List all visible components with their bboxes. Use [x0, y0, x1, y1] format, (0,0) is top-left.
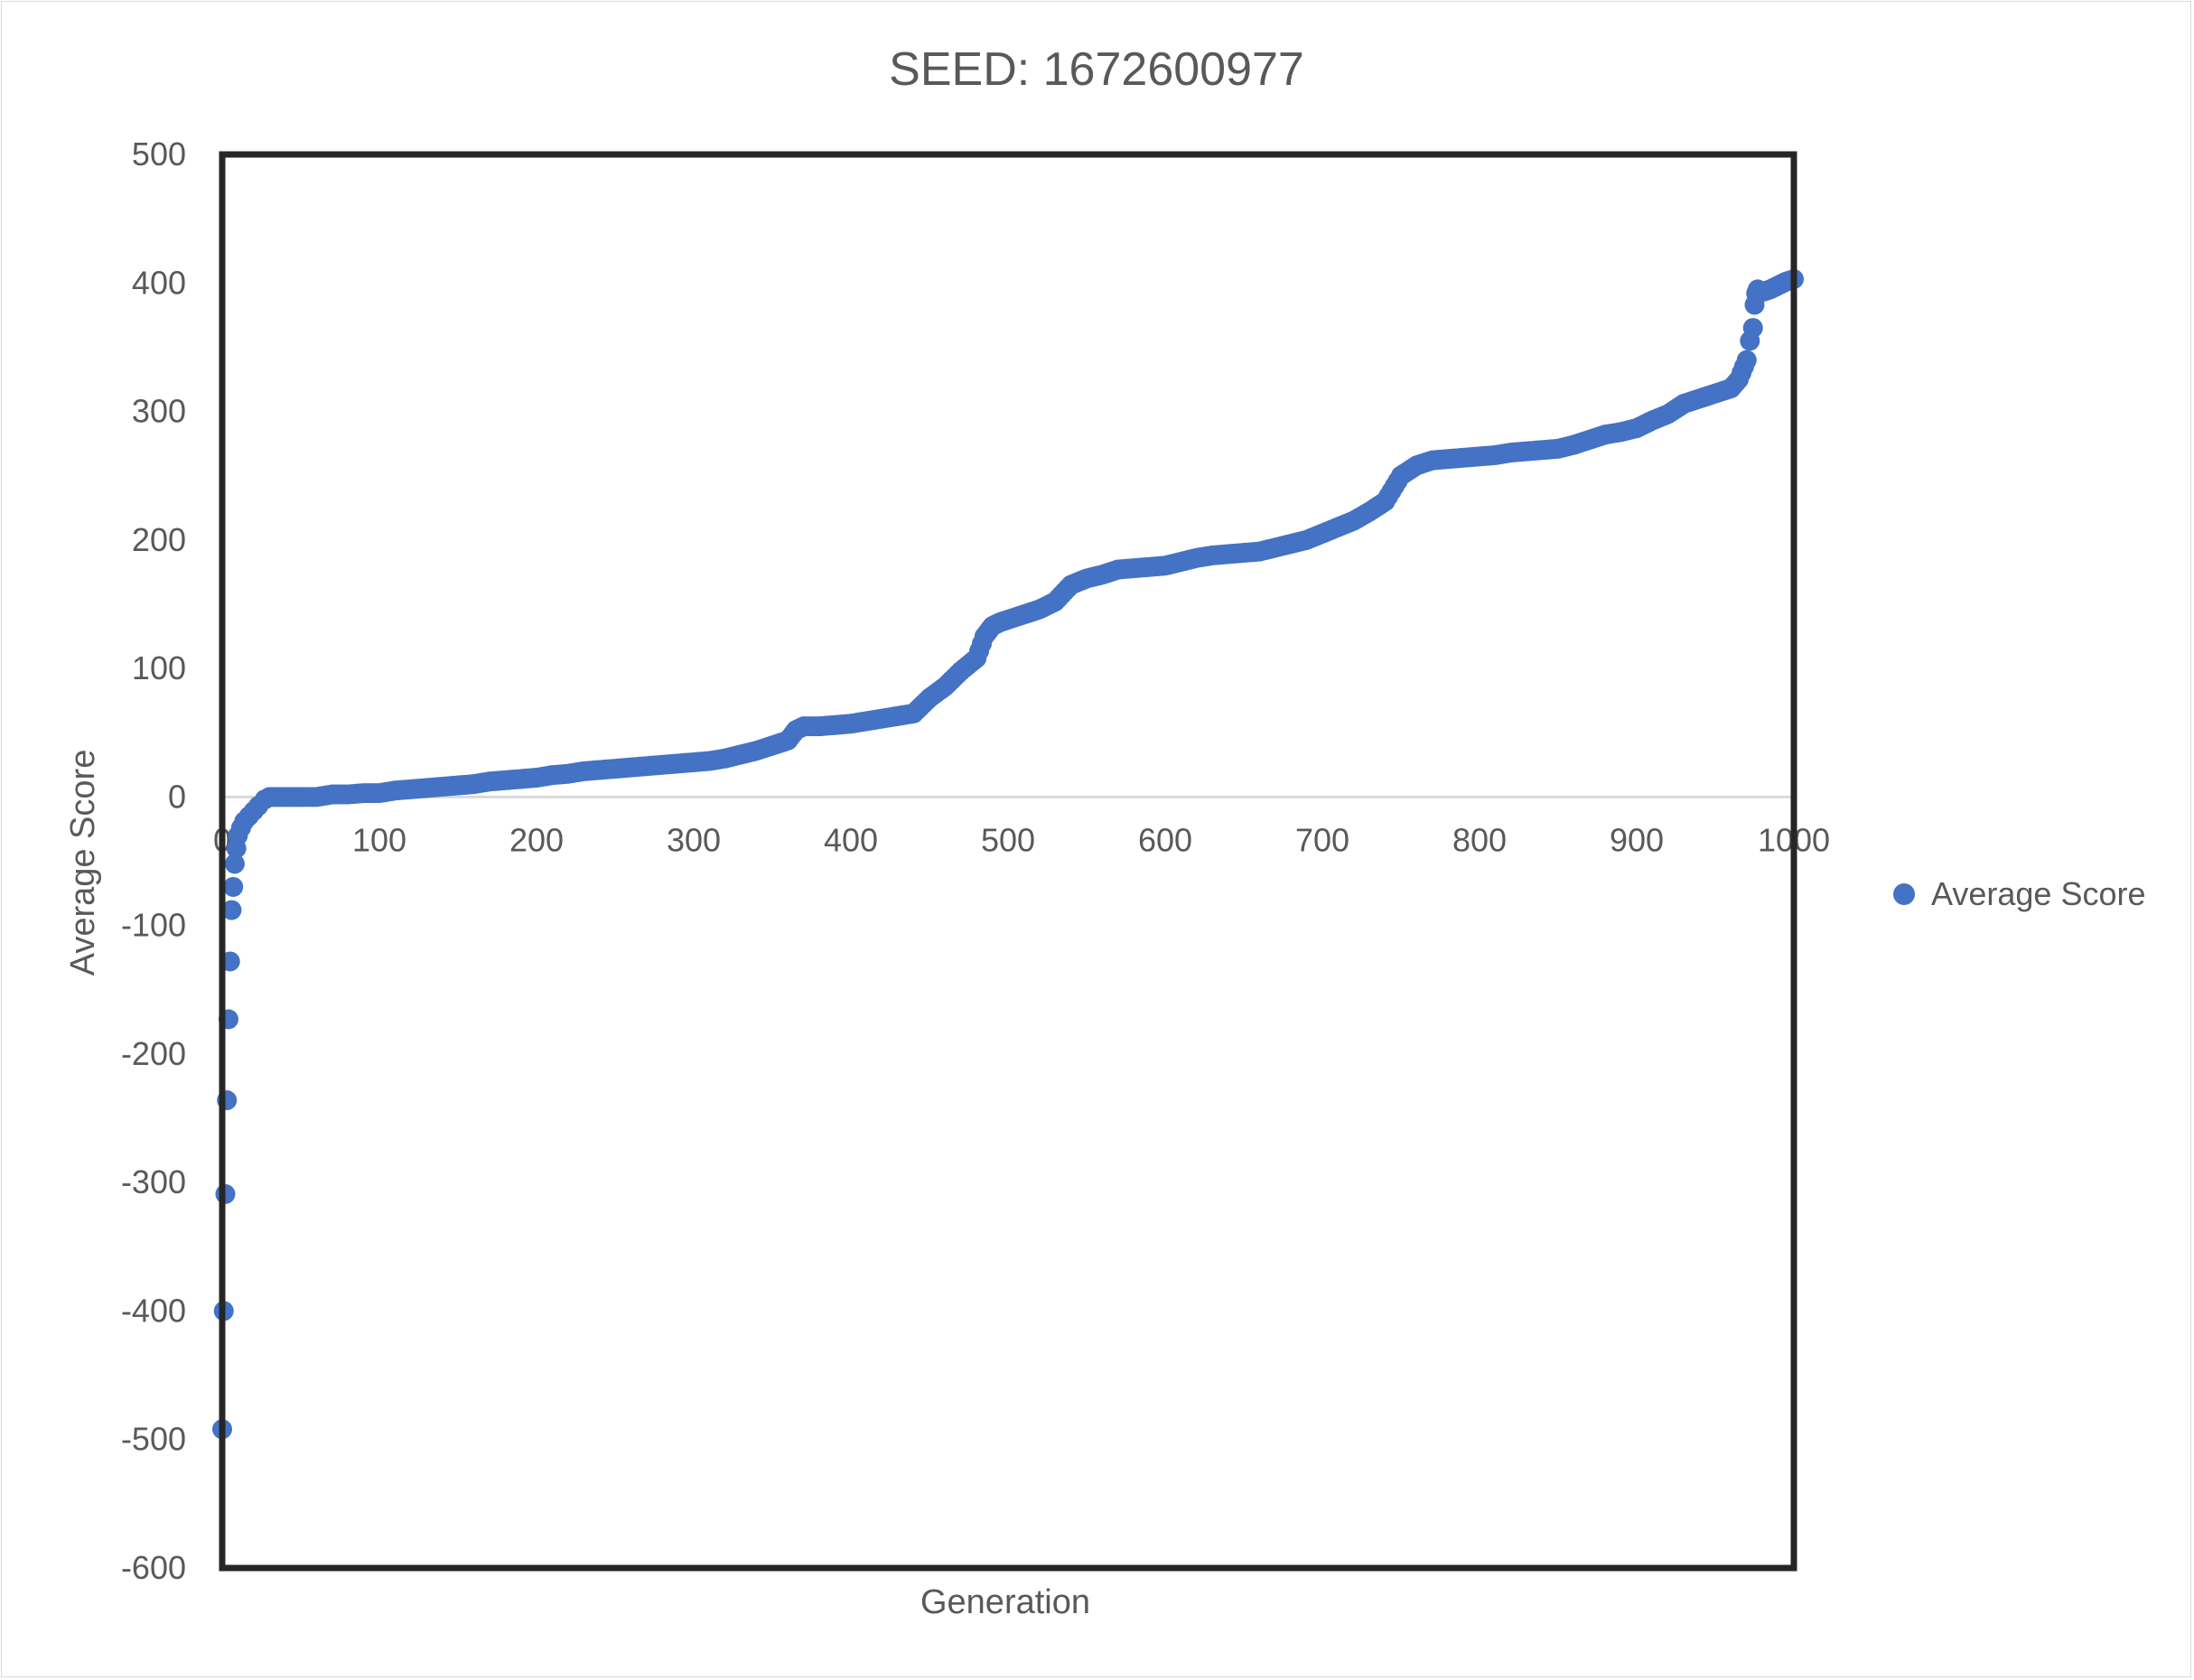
x-tick-label: 500 — [981, 821, 1035, 858]
y-tick-label: 400 — [132, 264, 186, 301]
data-point — [1742, 318, 1763, 339]
y-tick-label: -100 — [121, 907, 186, 944]
x-tick-label: 400 — [824, 821, 878, 858]
x-axis-title: Generation — [920, 1583, 1090, 1621]
x-tick-label: 900 — [1610, 821, 1664, 858]
data-point — [224, 854, 245, 874]
x-tick-label: 200 — [509, 821, 564, 858]
data-points — [212, 269, 1804, 1440]
x-tick-label: 800 — [1452, 821, 1507, 858]
legend-label: Average Score — [1931, 875, 2145, 912]
x-tick-label: 100 — [352, 821, 406, 858]
y-tick-label: -300 — [121, 1163, 186, 1200]
y-tick-label: -600 — [121, 1549, 186, 1586]
data-point — [221, 900, 242, 920]
x-tick-label: 300 — [667, 821, 721, 858]
y-axis-title: Average Score — [64, 750, 102, 976]
x-tick-label: 700 — [1295, 821, 1349, 858]
y-tick-label: -500 — [121, 1421, 186, 1458]
x-tick-label: 600 — [1138, 821, 1192, 858]
y-tick-label: 200 — [132, 521, 186, 558]
legend: Average Score — [1893, 875, 2145, 912]
y-tick-label: 300 — [132, 393, 186, 430]
y-axis-tick-labels: 500 400 300 200 100 0 -100 -200 -300 -400 -500 -600 — [121, 135, 186, 1586]
x-axis-tick-labels: 0 100 200 300 400 500 600 700 800 900 1000 — [213, 821, 1830, 858]
y-tick-label: 100 — [132, 649, 186, 686]
plot-area-border — [219, 151, 1797, 1572]
y-tick-label: 500 — [132, 135, 186, 173]
data-point — [223, 876, 244, 897]
y-tick-label: -400 — [121, 1292, 186, 1329]
legend-marker — [1893, 883, 1915, 905]
y-tick-label: 0 — [168, 778, 186, 815]
chart-title: SEED: 1672600977 — [889, 43, 1304, 96]
data-point — [1736, 350, 1757, 370]
y-tick-label: -200 — [121, 1035, 186, 1072]
